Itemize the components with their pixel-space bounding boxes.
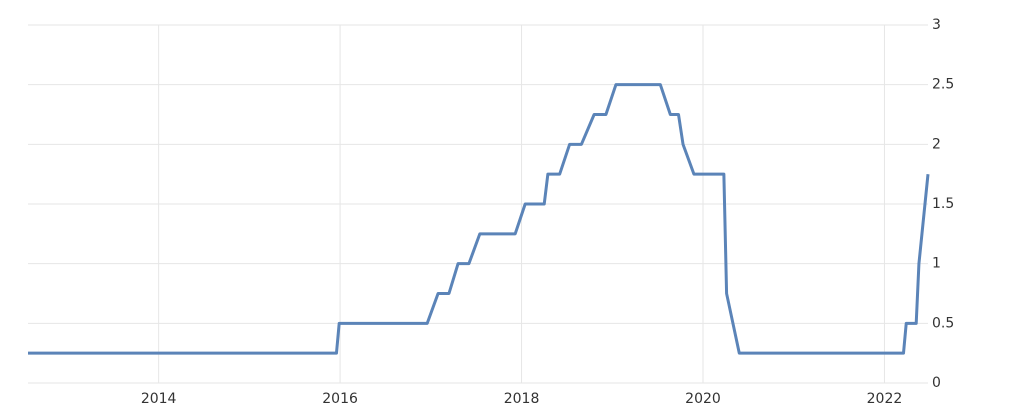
x-tick-label: 2022: [867, 391, 903, 407]
y-tick-label: 3: [932, 17, 941, 33]
line: [28, 83, 930, 355]
y-tick-label: 1.5: [932, 196, 954, 212]
x-tick-label: 2014: [141, 391, 177, 407]
y-tick-label: 0.5: [932, 315, 954, 331]
x-tick-label: 2018: [504, 391, 540, 407]
x-tick-label: 2016: [322, 391, 358, 407]
y-tick-label: 0: [932, 375, 941, 391]
y-tick-label: 1: [932, 256, 941, 272]
y-tick-label: 2: [932, 136, 941, 152]
y-tick-label: 2.5: [932, 77, 954, 93]
x-tick-label: 2020: [685, 391, 721, 407]
